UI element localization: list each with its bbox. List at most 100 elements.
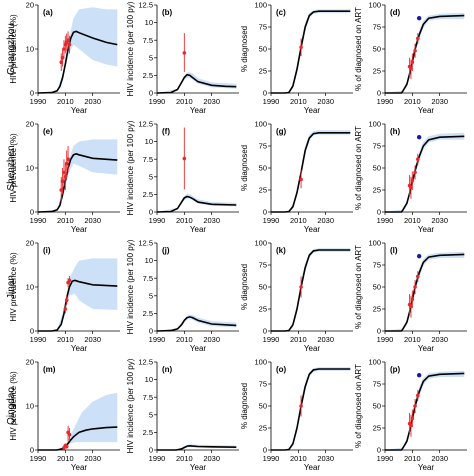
data-point <box>299 177 303 182</box>
y-tick-label: 100 <box>254 239 267 248</box>
panel-n: 1990 2010 2030 0 2.5 5 7.5 10 12.5 Year HIV incide… <box>126 358 239 472</box>
data-point <box>409 66 413 71</box>
x-tick-label: 1990 <box>30 97 47 106</box>
model-line <box>156 73 237 94</box>
y-tick-label: 25 <box>259 305 267 314</box>
data-point <box>60 179 65 183</box>
y-tick-label: 0 <box>149 327 153 336</box>
panel-h: 1990 2010 2030 0 25 50 75 100 Year % of diagnosed… <box>354 120 467 234</box>
y-tick-label: 100 <box>254 1 267 10</box>
y-tick-label: 50 <box>259 45 267 54</box>
panel-label: (p) <box>390 365 401 374</box>
panel-d: 1990 2010 2030 0 25 50 75 100 Year % of diagnosed… <box>354 1 467 115</box>
panel-k: 1990 2010 2030 0 25 50 75 100 Year % diagnosed (k) <box>240 239 353 353</box>
x-tick-label: 2010 <box>290 216 307 225</box>
y-tick-label: 12.5 <box>138 239 153 248</box>
x-tick-label: 2030 <box>317 454 334 463</box>
y-axis-label: % diagnosed <box>240 383 249 429</box>
x-tick-label: 2030 <box>84 454 101 463</box>
model-line <box>385 14 465 94</box>
y-tick-label: 10 <box>145 18 153 27</box>
x-tick-label: 2010 <box>404 97 421 106</box>
y-tick-label: 20 <box>26 358 34 367</box>
x-tick-label: 1990 <box>377 97 394 106</box>
data-point <box>409 185 413 190</box>
x-axis-label: Year <box>71 106 88 115</box>
data-point <box>182 51 187 55</box>
data-point <box>413 285 417 289</box>
uncertainty-band <box>271 367 351 450</box>
data-point <box>62 170 66 175</box>
x-tick-label: 1990 <box>30 216 47 225</box>
y-axis-label: HIV incidence (per 100 py) <box>126 1 135 96</box>
y-tick-label: 50 <box>373 283 381 292</box>
y-tick-label: 2.5 <box>143 190 153 199</box>
data-point <box>299 404 303 408</box>
y-tick-label: 0 <box>263 208 267 217</box>
y-axis-label: HIV prevalence (%) <box>9 252 18 322</box>
y-tick-label: 50 <box>259 402 267 411</box>
y-axis-label: % diagnosed <box>240 264 249 310</box>
x-tick-label: 2010 <box>176 216 193 225</box>
data-point <box>60 56 65 60</box>
panel-label: (i) <box>43 246 51 255</box>
panel-label: (f) <box>162 127 170 136</box>
y-tick-label: 0 <box>30 446 34 455</box>
x-axis-label: Year <box>304 344 321 353</box>
y-tick-label: 2.5 <box>143 71 153 80</box>
x-tick-label: 2030 <box>431 335 448 344</box>
data-point <box>410 297 415 302</box>
y-tick-label: 10 <box>145 137 153 146</box>
x-tick-label: 1990 <box>263 216 280 225</box>
y-tick-label: 25 <box>373 424 381 433</box>
y-tick-label: 2.5 <box>143 428 153 437</box>
y-tick-label: 100 <box>368 120 381 129</box>
data-point <box>64 161 69 166</box>
y-tick-label: 0 <box>30 327 34 336</box>
y-tick-label: 20 <box>26 120 34 129</box>
y-tick-label: 0 <box>377 208 381 217</box>
y-tick-label: 12.5 <box>138 120 153 129</box>
x-tick-label: 1990 <box>263 454 280 463</box>
y-axis-label: HIV prevalence (%) <box>9 133 18 203</box>
y-tick-label: 0 <box>149 208 153 217</box>
y-tick-label: 100 <box>254 120 267 129</box>
y-tick-label: 10 <box>26 283 34 292</box>
x-axis-label: Year <box>71 344 88 353</box>
y-tick-label: 0 <box>377 327 381 336</box>
y-axis-label: % diagnosed <box>240 145 249 191</box>
x-tick-label: 2010 <box>290 97 307 106</box>
uncertainty-band <box>157 193 237 212</box>
data-point <box>413 48 417 53</box>
x-tick-label: 2010 <box>57 335 74 344</box>
y-axis-label: HIV incidence (per 100 py) <box>126 239 135 334</box>
x-tick-label: 1990 <box>149 97 166 106</box>
panel-label: (n) <box>162 365 173 374</box>
city-label: Shenzhen <box>6 145 17 190</box>
panel-label: (e) <box>43 127 53 136</box>
data-point <box>409 304 413 309</box>
x-tick-label: 2030 <box>84 335 101 344</box>
data-point <box>416 36 420 41</box>
data-point <box>410 60 415 64</box>
x-tick-label: 1990 <box>263 335 280 344</box>
x-tick-label: 2010 <box>57 454 74 463</box>
y-tick-label: 0 <box>263 446 267 455</box>
y-tick-label: 100 <box>368 358 381 367</box>
panel-l: 1990 2010 2030 0 25 50 75 100 Year % of diagnosed… <box>354 239 467 353</box>
y-tick-label: 0 <box>263 89 267 98</box>
uncertainty-band <box>38 392 118 450</box>
y-axis-label: % of diagnosed on ART <box>354 7 363 91</box>
x-tick-label: 2010 <box>404 454 421 463</box>
data-point <box>62 47 66 51</box>
uncertainty-band <box>385 370 465 450</box>
data-point <box>299 45 303 50</box>
model-line <box>38 426 118 451</box>
y-tick-label: 50 <box>373 45 381 54</box>
model-line <box>156 316 237 332</box>
x-tick-label: 1990 <box>149 335 166 344</box>
y-tick-label: 7.5 <box>143 393 153 402</box>
panel-o: 1990 2010 2030 0 25 50 75 100 Year % diagnosed (o) <box>240 358 353 472</box>
x-axis-label: Year <box>418 463 435 472</box>
x-tick-label: 1990 <box>377 216 394 225</box>
